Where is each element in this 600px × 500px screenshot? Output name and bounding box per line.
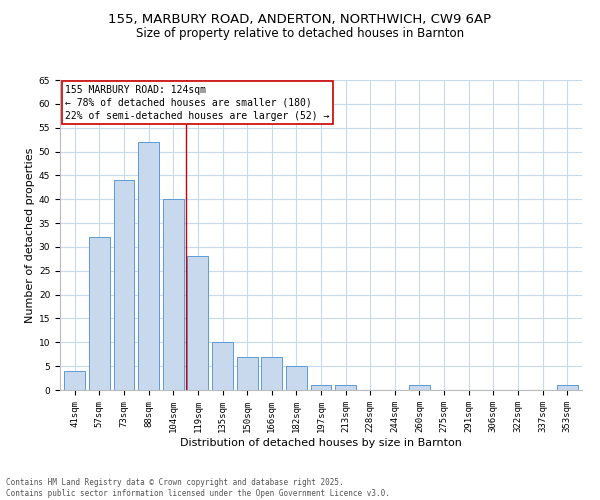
Bar xyxy=(409,385,430,390)
Bar xyxy=(163,199,184,390)
Bar xyxy=(286,366,307,390)
Text: Size of property relative to detached houses in Barnton: Size of property relative to detached ho… xyxy=(136,28,464,40)
Bar xyxy=(557,385,578,390)
Bar xyxy=(335,385,356,390)
Y-axis label: Number of detached properties: Number of detached properties xyxy=(25,148,35,322)
Bar xyxy=(311,385,331,390)
Bar xyxy=(212,342,233,390)
X-axis label: Distribution of detached houses by size in Barnton: Distribution of detached houses by size … xyxy=(180,438,462,448)
Bar xyxy=(261,356,282,390)
Text: Contains HM Land Registry data © Crown copyright and database right 2025.
Contai: Contains HM Land Registry data © Crown c… xyxy=(6,478,390,498)
Text: 155, MARBURY ROAD, ANDERTON, NORTHWICH, CW9 6AP: 155, MARBURY ROAD, ANDERTON, NORTHWICH, … xyxy=(109,12,491,26)
Text: 155 MARBURY ROAD: 124sqm
← 78% of detached houses are smaller (180)
22% of semi-: 155 MARBURY ROAD: 124sqm ← 78% of detach… xyxy=(65,84,329,121)
Bar xyxy=(187,256,208,390)
Bar xyxy=(64,371,85,390)
Bar xyxy=(113,180,134,390)
Bar xyxy=(236,356,257,390)
Bar xyxy=(89,238,110,390)
Bar xyxy=(138,142,159,390)
